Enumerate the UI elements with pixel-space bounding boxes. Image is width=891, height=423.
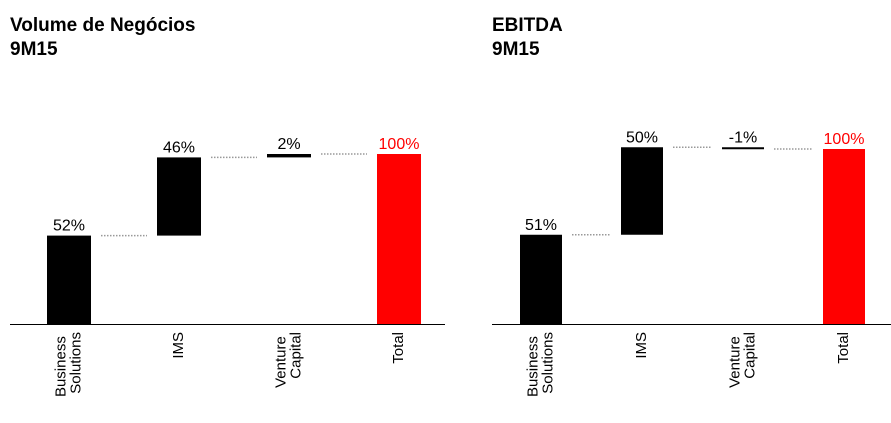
bar [722,147,764,150]
chart-subtitle: 9M15 [10,39,58,60]
category-label: Total [835,332,852,364]
chart-subtitle: 9M15 [492,39,540,60]
category-label: Venture Capital [726,332,758,388]
category-label: IMS [170,332,187,359]
value-label: 100% [379,136,420,153]
bar [267,154,311,158]
value-label: 46% [163,139,195,156]
chart-title: Volume de Negócios [10,15,195,36]
bar [157,157,201,236]
category-label: IMS [633,332,650,359]
category-label: Venture Capital [272,332,304,388]
bar [621,147,663,235]
category-label: Business Solutions [52,332,84,397]
value-label: 50% [626,129,658,146]
value-label: 2% [277,136,300,153]
value-label: -1% [729,129,757,146]
value-label: 100% [824,131,865,148]
bar [377,154,421,324]
value-label: 52% [53,218,85,235]
category-label: Total [390,332,407,364]
bar [520,234,562,324]
bar [823,149,865,324]
bar [47,235,91,324]
category-label: Business Solutions [524,332,556,397]
value-label: 51% [525,217,557,234]
chart-title: EBITDA [492,15,563,36]
